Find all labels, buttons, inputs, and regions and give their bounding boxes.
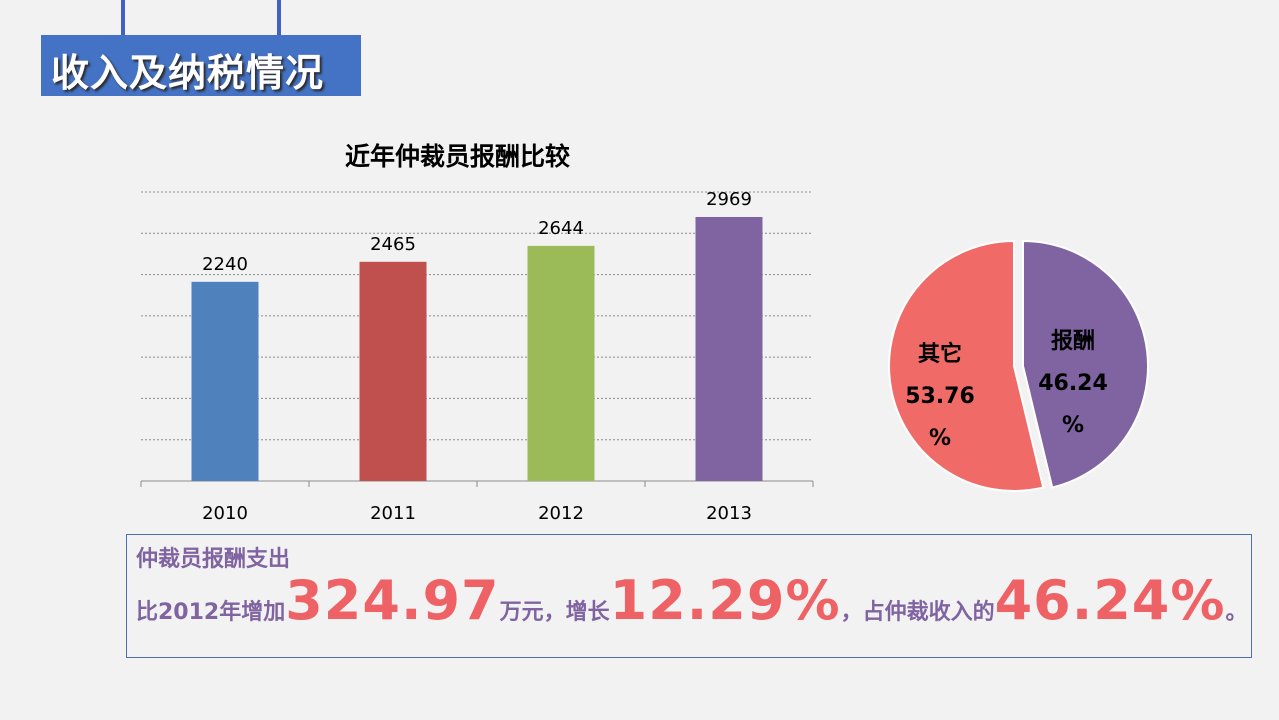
bar-2011: [359, 261, 427, 481]
share-value: 46.24%: [994, 569, 1226, 632]
pie-slice-compensation: [1022, 239, 1150, 489]
pie-label-other: 其它: [918, 341, 962, 367]
bar-2010: [191, 281, 259, 481]
pie-chart: 报酬 46.24% 其它 53.76%: [888, 239, 1150, 492]
end-mark: 。: [1225, 600, 1248, 625]
share-text: ，占仲裁收入的: [840, 600, 995, 625]
deco-line-right: [277, 0, 281, 40]
summary-heading: 仲裁员报酬支出: [136, 547, 291, 572]
title-banner: [41, 35, 361, 96]
bar-2012: [527, 245, 595, 481]
deco-line-left: [121, 0, 125, 40]
tick-label-2011: 2011: [370, 503, 416, 524]
data-label-2012: 2644: [538, 218, 584, 239]
summary-box: [126, 534, 1252, 658]
summary-prefix: 比2012年增加: [136, 600, 286, 625]
pie-slice-other: [888, 239, 1045, 492]
pie-label-compensation: 46.24: [1038, 371, 1108, 396]
growth-rate: 12.29%: [609, 569, 841, 632]
pie-label-other: 53.76: [905, 384, 975, 409]
unit-text: 万元，增长: [499, 600, 610, 625]
tick-label-2013: 2013: [706, 503, 752, 524]
data-label-2011: 2465: [370, 234, 416, 255]
data-label-2010: 2240: [202, 254, 248, 275]
data-label-2013: 2969: [706, 189, 752, 210]
pie-label-compensation: %: [1062, 413, 1084, 438]
bar-chart-title: 近年仲裁员报酬比较: [345, 142, 571, 171]
bar-chart-x-axis: [140, 480, 814, 487]
tick-label-2010: 2010: [202, 503, 248, 524]
slide-title: 收入及纳税情况: [51, 51, 325, 95]
tick-label-2012: 2012: [538, 503, 584, 524]
increase-amount: 324.97: [285, 569, 500, 632]
pie-label-other: %: [929, 426, 951, 451]
summary-sentence: 比2012年增加324.97万元，增长12.29%，占仲裁收入的46.24%。: [136, 566, 1248, 648]
pie-label-compensation: 报酬: [1051, 329, 1095, 354]
bar-chart-labels: 2240 2010 2465 2011 2644 2012 2969 2013: [202, 189, 752, 524]
bar-chart-bars: [191, 216, 763, 482]
bar-2013: [695, 216, 763, 482]
